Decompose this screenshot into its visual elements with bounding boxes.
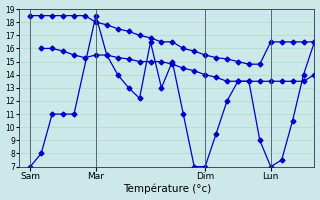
X-axis label: Température (°c): Température (°c) bbox=[123, 184, 211, 194]
